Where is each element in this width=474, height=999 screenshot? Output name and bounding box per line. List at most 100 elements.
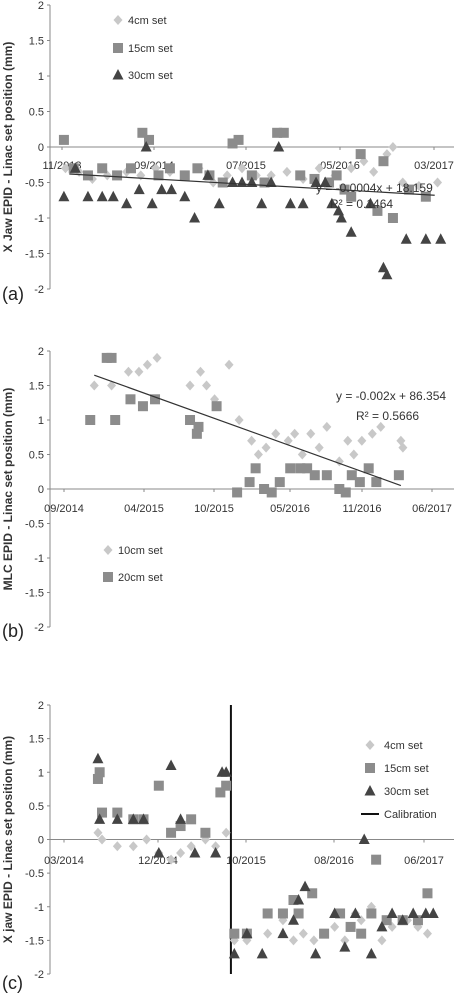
y-tick-label: -1.5 <box>25 249 44 261</box>
data-point <box>220 766 232 777</box>
data-point <box>146 197 158 209</box>
legend-swatch <box>103 572 113 582</box>
data-point <box>277 908 288 919</box>
data-point <box>381 268 393 280</box>
data-point <box>142 359 152 370</box>
panel-label: (b) <box>2 621 24 641</box>
y-tick-label: 1 <box>38 415 44 427</box>
data-point <box>295 463 306 474</box>
data-point <box>271 428 281 439</box>
data-point <box>319 176 331 187</box>
legend: 10cm set 20cm set <box>103 545 163 584</box>
data-point <box>121 197 133 209</box>
data-point <box>322 421 332 432</box>
data-point <box>354 477 365 488</box>
data-point <box>221 827 231 838</box>
data-point <box>58 190 70 202</box>
data-point <box>288 895 299 906</box>
data-point <box>277 927 289 939</box>
data-point <box>265 176 277 187</box>
data-point <box>166 854 176 865</box>
data-point <box>244 477 255 488</box>
data-point <box>186 814 197 825</box>
data-point <box>346 470 357 481</box>
data-point <box>246 170 257 181</box>
series-30cm-set <box>58 141 447 280</box>
data-point <box>335 212 347 223</box>
data-point <box>295 170 306 181</box>
data-point <box>191 428 202 439</box>
legend-swatch <box>365 740 375 750</box>
data-point <box>293 908 304 919</box>
data-point <box>349 907 361 918</box>
data-point <box>256 947 268 959</box>
data-point <box>346 191 357 202</box>
x-tick-label: 11/2016 <box>343 503 382 515</box>
data-point <box>259 484 270 494</box>
x-tick-label: 05/2016 <box>270 503 310 515</box>
legend-swatch <box>112 69 124 80</box>
y-axis-title: X Jaw EPID - Linac set position (mm) <box>1 42 15 253</box>
data-point <box>165 183 177 195</box>
y-tick-label: 2 <box>38 700 44 712</box>
data-point <box>232 487 243 498</box>
data-point <box>345 226 357 237</box>
data-point <box>314 442 324 453</box>
legend-label: 15cm set <box>384 763 429 775</box>
data-point <box>283 435 293 446</box>
legend: 4cm set 15cm set 30cm set <box>112 15 173 82</box>
legend-label: 15cm set <box>128 43 173 55</box>
data-point <box>192 163 203 174</box>
chart-panel-3: 2 1.5 1 0.5 0 -0.5 -1 -1.5 -2 03/2014 12/2014 10/20… <box>1 700 454 993</box>
data-point <box>378 156 389 167</box>
y-tick-label: 2 <box>38 346 44 358</box>
chart-panel-2: 2 1.5 1 0.5 0 -0.5 -1 -1.5 -2 09/2014 04/2015 10/20… <box>1 346 454 641</box>
x-tick-label: 12/2014 <box>138 855 178 867</box>
data-point <box>189 212 201 223</box>
series-30cm-set <box>92 752 439 959</box>
data-point <box>227 176 239 187</box>
y-tick-label: 0 <box>38 484 44 496</box>
data-point <box>272 127 283 138</box>
data-point <box>290 428 300 439</box>
legend-swatch <box>364 785 376 796</box>
data-point <box>82 190 94 202</box>
data-point <box>166 827 177 838</box>
legend-label: 4cm set <box>128 15 167 27</box>
y-tick-label: -1.5 <box>25 588 44 600</box>
data-point <box>393 470 404 481</box>
data-point <box>427 907 439 918</box>
data-point <box>297 197 309 209</box>
data-point <box>262 908 273 919</box>
data-point <box>371 477 382 488</box>
data-point <box>372 205 383 216</box>
data-point <box>61 163 71 174</box>
data-point <box>189 846 201 858</box>
trendline-equation: y = -0.0004x + 18.159 <box>316 181 433 195</box>
data-point <box>94 767 105 778</box>
data-point <box>404 184 415 195</box>
trendline <box>69 173 435 196</box>
data-point <box>140 141 152 152</box>
data-point <box>134 366 144 377</box>
data-point <box>321 470 332 481</box>
data-point <box>128 841 138 852</box>
series-15cm-set <box>92 767 433 939</box>
y-tick-label: 1.5 <box>29 734 44 746</box>
data-point <box>89 380 99 391</box>
y-tick-label: -2 <box>34 969 44 981</box>
y-tick-label: -0.5 <box>25 519 44 531</box>
legend-label: 10cm set <box>118 545 163 557</box>
series-10cm-set <box>89 352 408 467</box>
data-point <box>377 261 389 273</box>
panel-label: (c) <box>2 973 23 993</box>
data-point <box>433 177 443 188</box>
data-point <box>314 163 324 174</box>
y-tick-label: -1.5 <box>25 935 44 947</box>
data-point <box>366 908 377 919</box>
data-point <box>343 435 353 446</box>
legend-swatch <box>365 763 375 773</box>
data-point <box>97 834 107 845</box>
data-point <box>227 138 238 149</box>
